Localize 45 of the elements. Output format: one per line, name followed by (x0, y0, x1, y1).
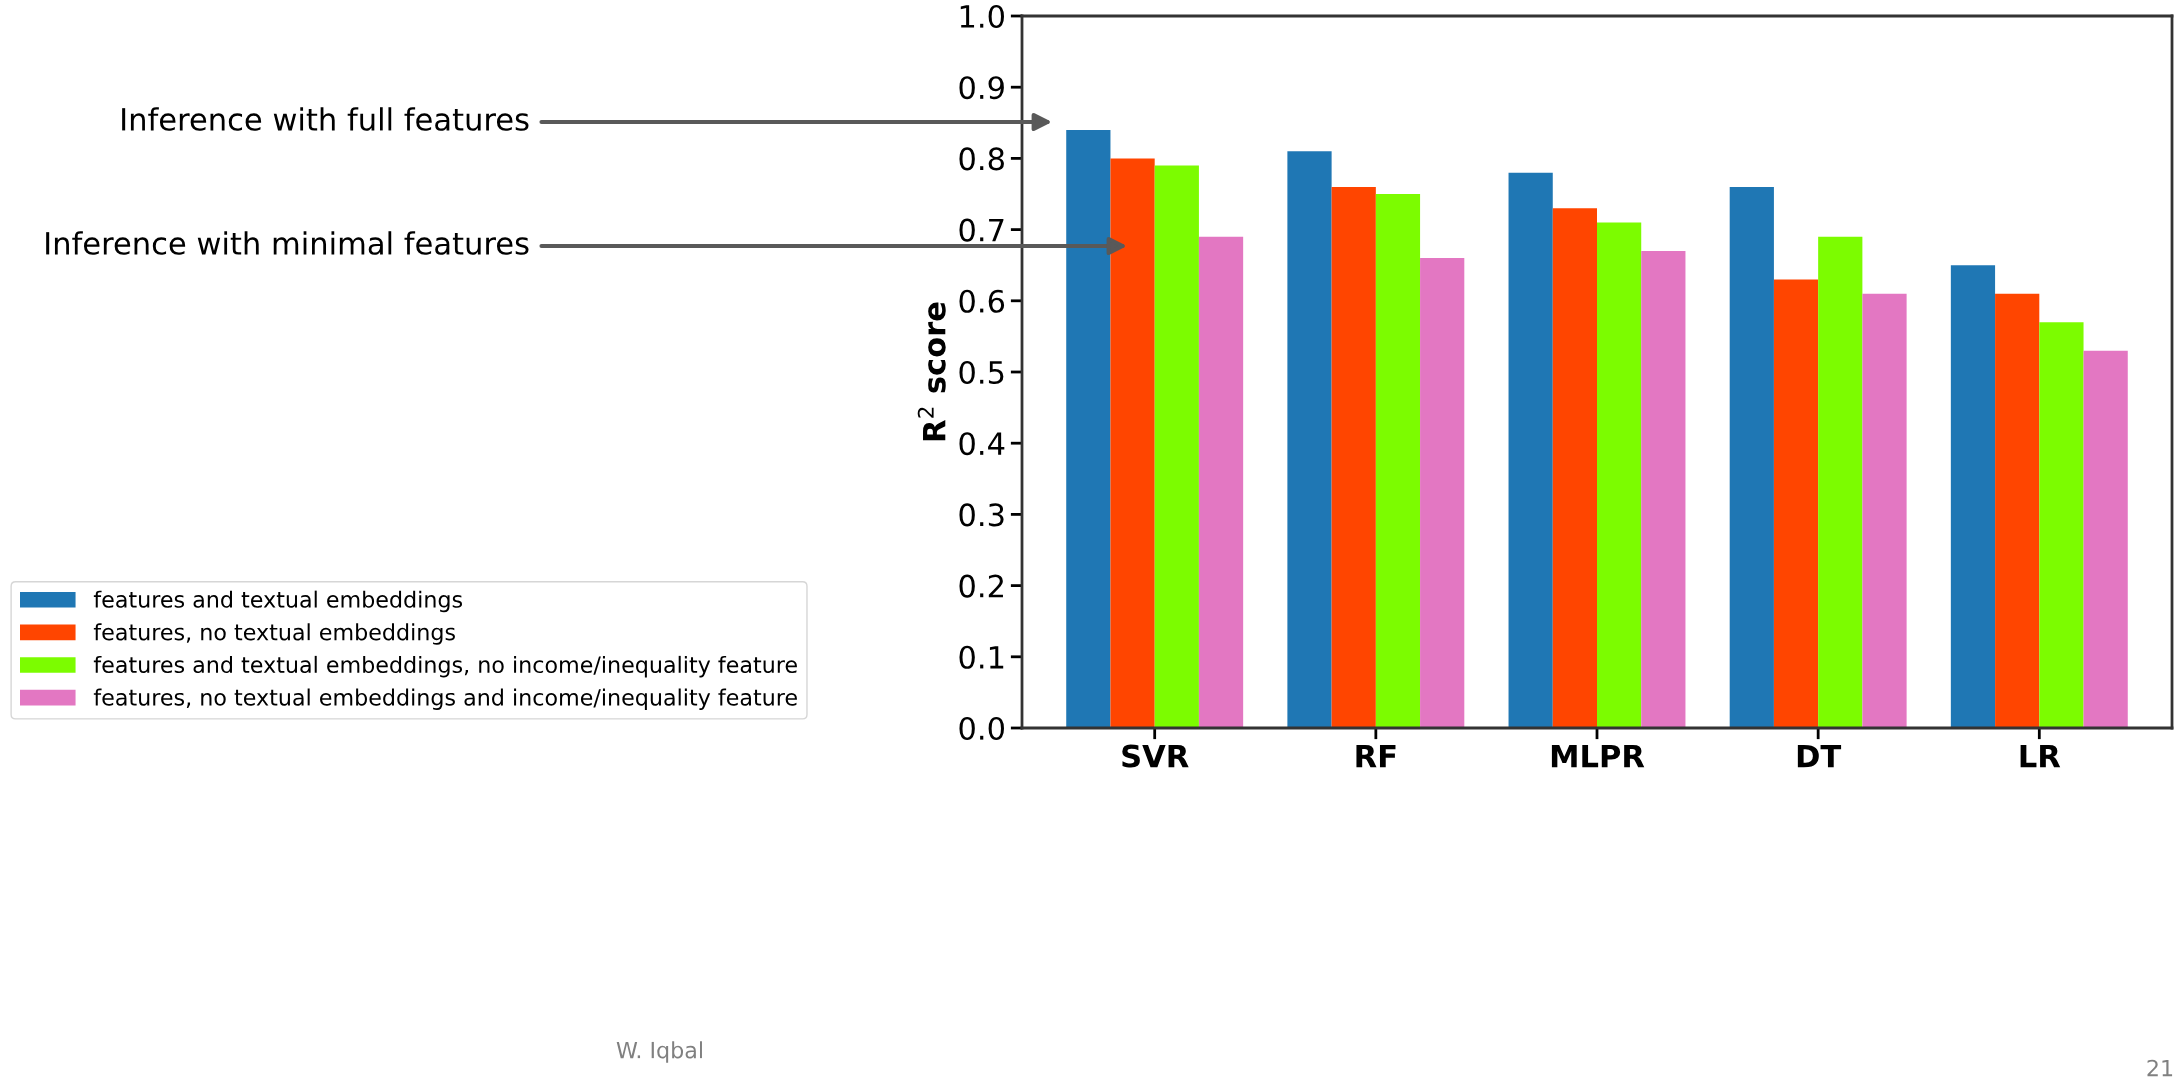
y-tick-label: 0.1 (959, 645, 1004, 669)
y-tick-label: 0.0 (959, 716, 1004, 741)
text: 21 (2147, 1059, 2173, 1077)
bar (1597, 222, 1642, 728)
bar (1375, 194, 1421, 728)
y-tick-label: 0.2 (959, 574, 1003, 598)
text: Inference with full features (122, 107, 529, 131)
bar (1862, 293, 1907, 728)
bar (1110, 158, 1155, 728)
bar (1154, 165, 1199, 728)
bar (1773, 279, 1819, 728)
bar (1641, 250, 1686, 728)
y-axis-title: R$^{2}$ score (917, 302, 946, 441)
text: Inference with minimal features (46, 231, 529, 255)
y-tick-label: 0.4 (959, 432, 1005, 456)
legend-label: features and textual embeddings, no income/inequality feature (93, 655, 797, 678)
y-tick-label: 0.9 (959, 76, 1004, 100)
bar (1950, 265, 1996, 728)
legend-label: features, no textual embeddings (93, 623, 455, 645)
x-tick-label: MLPR (1551, 744, 1645, 768)
x-tick-label: DT (1797, 744, 1842, 768)
y-tick-label: 1.0 (960, 4, 1004, 29)
bar (1420, 258, 1465, 728)
x-tick-label: RF (1356, 744, 1396, 768)
y-tick-label: 0.3 (959, 503, 1004, 527)
bar (1995, 293, 2040, 728)
y-tick-label: 0.5 (959, 360, 1004, 385)
y-tick-label: 0.7 (959, 218, 1004, 242)
y-tick-label: 0.6 (959, 289, 1005, 313)
x-tick-label: LR (2020, 744, 2061, 768)
bar (1508, 172, 1553, 728)
y-tick-label: 0.8 (959, 147, 1004, 171)
bar (1552, 208, 1597, 728)
bar (2039, 322, 2084, 728)
x-tick-label: SVR (1122, 744, 1189, 768)
legend-label: features and textual embeddings (93, 590, 463, 613)
text: W. Iqbal (616, 1041, 702, 1063)
bar (1331, 186, 1376, 728)
bar (2083, 350, 2128, 728)
legend-label: features, no textual embeddings and income/inequality feature (93, 688, 797, 710)
bar (1287, 151, 1332, 728)
bar (1729, 186, 1774, 728)
bar (1818, 236, 1863, 728)
bar (1198, 236, 1244, 728)
bar (1066, 129, 1111, 728)
